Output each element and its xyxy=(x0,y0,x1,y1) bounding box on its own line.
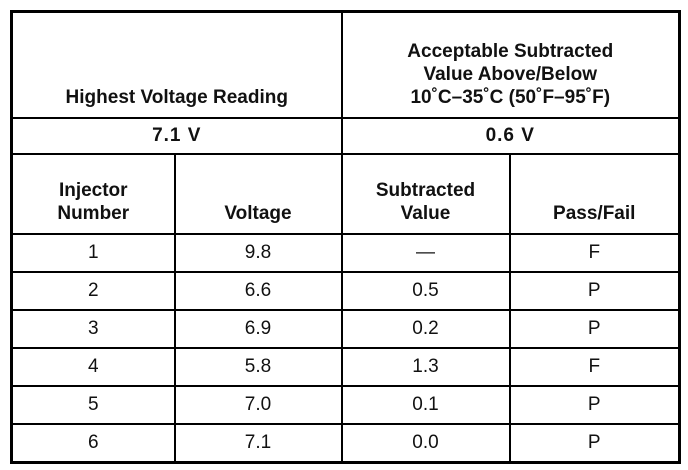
data-cell: 5.8 xyxy=(173,347,343,387)
label-line: Voltage xyxy=(224,203,292,224)
data-cell: 6 xyxy=(10,423,176,464)
column-header: Voltage xyxy=(173,153,343,235)
column-header: Subtracted Value xyxy=(340,153,511,235)
data-cell: F xyxy=(508,233,681,273)
table-body: Highest Voltage Reading Acceptable Subtr… xyxy=(10,10,681,464)
label-line: Number xyxy=(57,203,130,224)
data-cell: 3 xyxy=(10,309,176,349)
data-cell: 1 xyxy=(10,233,176,273)
label-line: Value Above/Below xyxy=(423,64,597,85)
data-cell: 4 xyxy=(10,347,176,387)
data-cell: F xyxy=(508,347,681,387)
data-row: 1 9.8— F xyxy=(10,233,681,273)
data-row: 5 7.0 0.1 P xyxy=(10,385,681,425)
label-line: Acceptable Subtracted xyxy=(407,41,614,62)
data-cell: 5 xyxy=(10,385,176,425)
data-cell: 2 xyxy=(10,271,176,311)
data-cell: P xyxy=(508,309,681,349)
data-row: 4 5.8 1.3 F xyxy=(10,347,681,387)
data-cell: P xyxy=(508,423,681,464)
data-cell: 0.2 xyxy=(340,309,511,349)
reading-label: Highest Voltage Reading xyxy=(10,10,343,119)
data-cell: 0.0 xyxy=(340,423,511,464)
data-cell: P xyxy=(508,385,681,425)
acceptable-value: 0.6 V xyxy=(340,117,681,155)
data-cell: 6.9 xyxy=(173,309,343,349)
data-cell: 1.3 xyxy=(340,347,511,387)
data-row: 3 6.9 0.2 P xyxy=(10,309,681,349)
column-header: Injector Number xyxy=(10,153,176,235)
value-row: 7.1 V 0.6 V xyxy=(10,117,681,155)
column-header: Pass/Fail xyxy=(508,153,681,235)
label-line: 10˚C–35˚C (50˚F–95˚F) xyxy=(410,87,611,108)
label-line: Injector xyxy=(58,180,128,201)
label-line: Subtracted xyxy=(375,180,476,201)
acceptable-label: Acceptable Subtracted Value Above/Below 10… xyxy=(340,10,681,119)
label-line: Pass/Fail xyxy=(553,203,636,224)
data-cell: 0.1 xyxy=(340,385,511,425)
reading-value: 7.1 V xyxy=(10,117,343,155)
header-row: Highest Voltage Reading Acceptable Subtr… xyxy=(10,10,681,119)
injector-table: Highest Voltage Reading Acceptable Subtr… xyxy=(10,10,681,464)
data-cell: P xyxy=(508,271,681,311)
data-cell: 7.1 xyxy=(173,423,343,464)
data-cell: 7.0 xyxy=(173,385,343,425)
data-cell: — xyxy=(340,233,511,273)
data-row: 2 6.6 0.5 P xyxy=(10,271,681,311)
data-row: 6 7.1 0.0 P xyxy=(10,423,681,464)
data-cell: 6.6 xyxy=(173,271,343,311)
column-header-row: Injector Number Voltage Subtracted Value Pass… xyxy=(10,153,681,235)
data-cell: 0.5 xyxy=(340,271,511,311)
label-line: Value xyxy=(400,203,451,224)
data-cell: 9.8 xyxy=(173,233,343,273)
